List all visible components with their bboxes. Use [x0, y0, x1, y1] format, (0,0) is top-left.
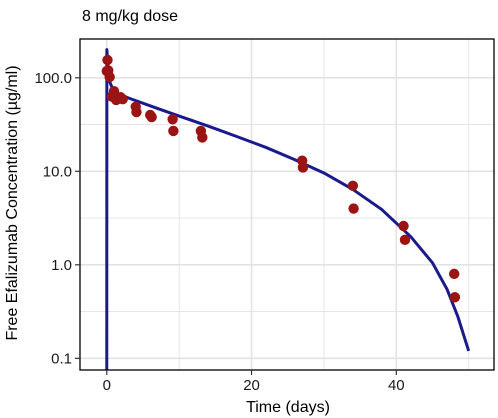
data-point	[297, 162, 309, 173]
y-axis-title: Free Efalizumab Concentration (µg/ml)	[4, 65, 21, 340]
data-point	[117, 94, 128, 105]
y-tick-label: 100.0	[34, 70, 72, 87]
data-point	[399, 234, 411, 246]
data-point	[197, 132, 208, 143]
observed-points	[101, 54, 461, 303]
data-point	[167, 114, 178, 125]
data-point	[146, 111, 157, 123]
y-tick-label: 1.0	[51, 257, 72, 274]
panel-border	[79, 38, 495, 371]
data-point	[104, 71, 115, 83]
x-tick-label: 20	[243, 377, 260, 394]
data-point	[108, 85, 120, 97]
data-point	[449, 292, 461, 303]
data-point	[448, 268, 460, 280]
data-point	[347, 180, 359, 191]
data-point	[398, 220, 409, 232]
data-point	[168, 125, 179, 137]
data-point	[131, 106, 142, 118]
x-tick-label: 0	[103, 377, 111, 394]
gridlines	[80, 39, 494, 370]
data-point	[348, 203, 359, 214]
chart-title: 8 mg/kg dose	[82, 8, 178, 25]
y-tick-label: 10.0	[43, 163, 72, 180]
x-axis-title: Time (days)	[246, 399, 330, 416]
plot-panel	[80, 39, 494, 370]
data-point	[102, 54, 113, 66]
y-tick-label: 0.1	[51, 350, 72, 367]
x-tick-label: 40	[388, 377, 405, 394]
